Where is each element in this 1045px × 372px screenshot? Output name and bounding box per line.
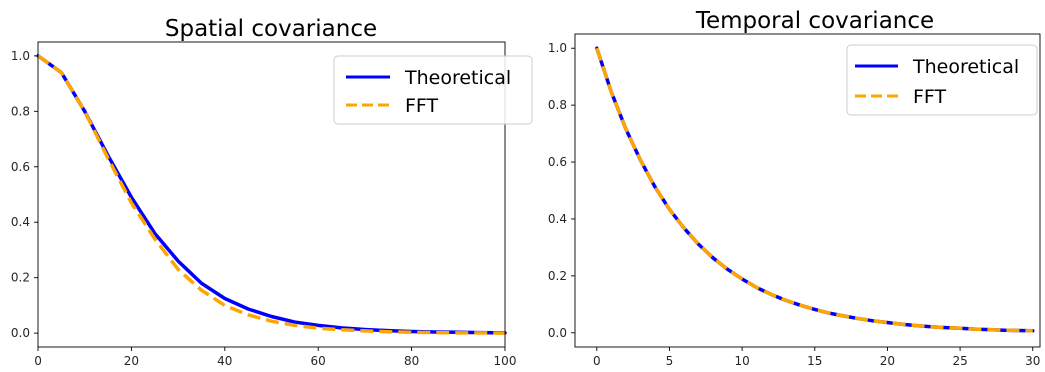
spatial-y-tick-label-3: 0.6 [11,160,30,174]
temporal-covariance-panel: Temporal covariance 0 5 10 15 20 25 30 0.00.20… [548,8,1041,368]
spatial-y-tick-label-1: 0.2 [11,271,30,285]
temporal-y-tick-label-4: 0.8 [548,98,567,112]
spatial-axes-frame [37,41,506,348]
temporal-y-tick-label-3: 0.6 [548,155,567,169]
temporal-x-tick-label-4: 20 [880,354,895,368]
temporal-y-axis: 0.0 0.2 0.4 0.6 0.8 1.0 [548,41,575,340]
temporal-x-tick-label-3: 15 [807,354,822,368]
temporal-series-fft-line [595,47,1033,333]
spatial-y-tick-label-2: 0.4 [11,215,30,229]
spatial-title: Spatial covariance [165,16,377,42]
temporal-x-tick-label-0: 0 [593,354,601,368]
temporal-y-tick-label-0: 0.0 [548,326,567,340]
temporal-plot-area: 0 5 10 15 20 25 30 0.0 0.2 0.4 0.6 0.8 1.0 Theoreti… [548,33,1041,368]
spatial-x-tick-label-1: 20 [124,354,139,368]
spatial-legend-fft-label: FFT [405,95,439,117]
spatial-x-tick-label-0: 0 [34,354,42,368]
spatial-y-axis: 0.0 0.2 0.4 0.6 0.8 1.0 [11,49,38,340]
spatial-covariance-panel: Spatial covariance 0 20 40 60 80 100 0.00.20.… [11,16,533,368]
spatial-y-tick-label-4: 0.8 [11,104,30,118]
spatial-x-tick-label-4: 80 [404,354,419,368]
temporal-x-tick-label-1: 5 [666,354,674,368]
temporal-legend-fft-label: FFT [913,86,947,108]
spatial-x-tick-label-2: 40 [217,354,232,368]
temporal-x-tick-label-2: 10 [734,354,749,368]
spatial-x-tick-label-3: 60 [311,354,326,368]
spatial-series-layer [36,54,507,335]
spatial-x-tick-label-5: 100 [494,354,517,368]
spatial-legend: Theoretical FFT [333,55,533,125]
temporal-x-tick-label-5: 25 [952,354,967,368]
temporal-y-tick-label-5: 1.0 [548,41,567,55]
temporal-axes-frame [574,33,1041,348]
spatial-series-fft-line [36,54,506,335]
spatial-legend-frame [333,55,533,125]
temporal-x-tick-label-6: 30 [1025,354,1040,368]
temporal-legend: Theoretical FFT [846,44,1038,116]
temporal-x-axis: 0 5 10 15 20 25 30 [593,347,1040,368]
temporal-y-tick-label-1: 0.2 [548,269,567,283]
temporal-y-tick-label-2: 0.4 [548,212,567,226]
spatial-y-tick-label-0: 0.0 [11,326,30,340]
temporal-series-layer [595,46,1035,333]
spatial-y-tick-label-5: 1.0 [11,49,30,63]
temporal-legend-theoretical-label: Theoretical [912,56,1019,78]
spatial-plot-area: 0 20 40 60 80 100 0.0 0.2 0.4 0.6 0.8 1.0 Theoreti… [11,41,533,368]
spatial-legend-theoretical-label: Theoretical [404,67,511,89]
spatial-x-axis: 0 20 40 60 80 100 [34,347,516,368]
temporal-title: Temporal covariance [695,8,934,34]
